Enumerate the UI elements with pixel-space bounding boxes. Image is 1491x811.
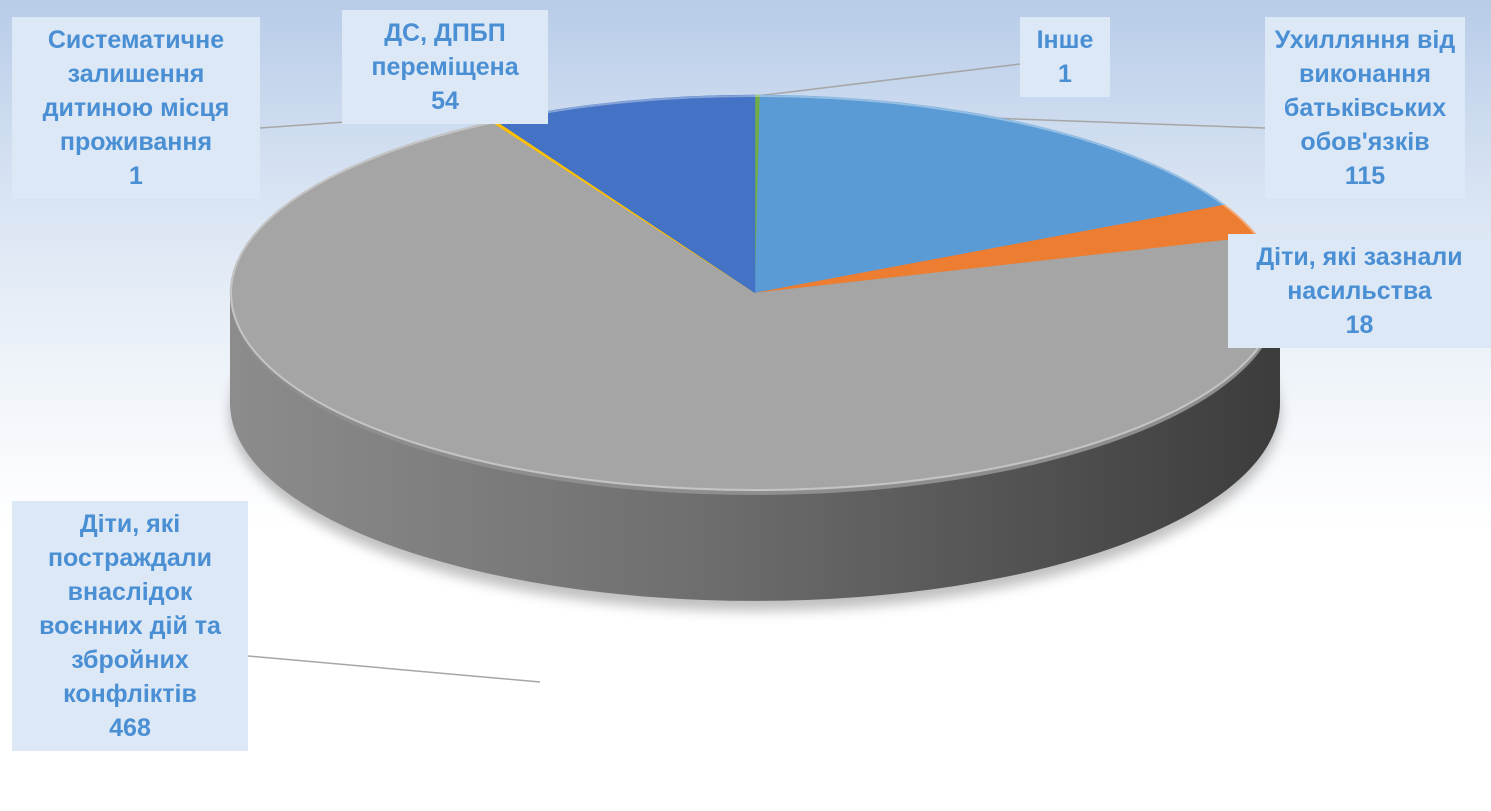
pie-slice-1 [754,94,1226,294]
leader-line-1 [989,117,1266,129]
data-label-text: переміщена [371,53,519,81]
leader-line-4 [259,121,346,129]
data-label-text: воєнних дій та [39,612,221,640]
data-label-text: батьківських [1283,94,1447,122]
data-label-text: залишення [67,60,205,88]
data-label-4: Систематичне залишення дитиною місця прожив… [12,17,260,199]
data-label-value: 115 [1344,162,1386,190]
data-label-5: ДС, ДПБП переміщена 54 [342,10,548,124]
data-label-value: 54 [431,87,459,115]
pie-slice-3 [229,121,1281,492]
data-label-text: Систематичне [47,26,225,54]
data-label-text: обов'язків [1300,128,1430,156]
data-label-text: конфліктів [63,680,197,708]
data-label-value: 1 [129,162,143,190]
data-label-0: Інше 1 [1020,17,1110,97]
leader-line-0 [756,63,1021,97]
data-label-text: Діти, які зазнали [1256,243,1463,271]
data-label-text: збройних [71,646,189,674]
data-label-value: 18 [1345,311,1374,339]
data-label-1: Ухилляння від виконання батьківських обов'я… [1265,17,1465,199]
leader-lines [247,63,1266,683]
data-label-text: внаслідок [67,578,193,606]
data-label-text: дитиною місця [42,94,230,122]
data-label-value: 1 [1058,60,1072,88]
data-label-3: Діти, які постраждали внаслідок воєнних дій… [12,501,248,751]
data-label-text: ДС, ДПБП [384,19,506,47]
leader-line-3 [247,655,541,683]
data-label-text: проживання [59,128,213,156]
data-label-text: виконання [1299,60,1431,88]
data-label-2: Діти, які зазнали насильства 18 [1228,234,1491,348]
data-label-text: постраждали [47,544,213,572]
data-label-text: насильства [1287,277,1432,305]
data-label-value: 468 [109,714,151,742]
pie-slices [229,94,1281,492]
data-label-text: Інше [1036,26,1094,54]
data-label-text: Діти, які [79,510,181,538]
data-label-text: Ухилляння від [1274,26,1456,54]
pie-side-wall [230,293,1280,601]
